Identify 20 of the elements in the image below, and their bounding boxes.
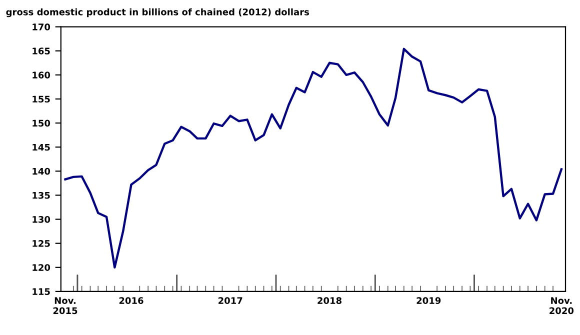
- x-tick-label: 2018: [318, 297, 342, 304]
- y-tick-label: 170: [32, 24, 50, 30]
- x-tick-label: Nov. 2020: [550, 297, 574, 314]
- y-tick-label: 135: [32, 192, 50, 199]
- x-tick-label: Nov. 2015: [53, 297, 78, 314]
- y-tick-label: 155: [32, 96, 50, 103]
- y-tick-label: 115: [32, 288, 50, 296]
- y-tick-label: 120: [32, 264, 50, 271]
- y-tick-label: 165: [32, 48, 50, 54]
- y-tick-label: 130: [32, 216, 50, 223]
- y-tick-label: 140: [32, 168, 50, 175]
- y-axis-title: gross domestic product in billions of chained (2012) dollars: [6, 8, 309, 18]
- y-tick-label: 125: [32, 240, 50, 247]
- y-tick-label: 145: [32, 144, 50, 151]
- y-tick-label: 150: [32, 120, 50, 127]
- x-tick-label: 2016: [119, 297, 144, 304]
- line-series: [64, 48, 563, 268]
- y-tick-label: 160: [32, 72, 50, 78]
- x-tick-label: 2019: [416, 297, 441, 304]
- x-tick-label: 2017: [218, 297, 242, 304]
